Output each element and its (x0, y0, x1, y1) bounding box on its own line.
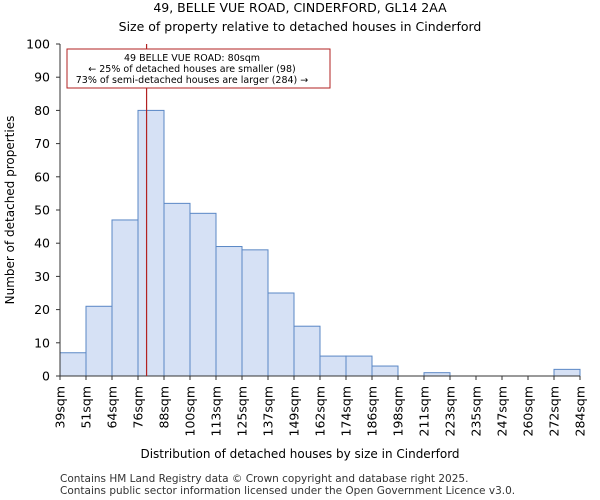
histogram-bar (293, 325, 321, 377)
y-tick-label: 70 (34, 136, 50, 151)
histogram-bar (319, 355, 347, 377)
x-tick-label: 137sqm (261, 386, 276, 436)
x-tick-label: 223sqm (443, 386, 458, 436)
histogram-bar (267, 292, 295, 377)
x-tick-label: 284sqm (573, 386, 588, 436)
histogram-bar (241, 249, 269, 377)
y-tick-label: 20 (34, 302, 50, 317)
y-tick-label: 30 (34, 269, 50, 284)
bars-group (59, 109, 581, 377)
x-tick-label: 100sqm (183, 386, 198, 436)
x-tick-label: 174sqm (339, 386, 354, 436)
y-axis-ticks: 0 10 20 30 40 50 60 70 80 90 100 (26, 37, 60, 384)
histogram-bar (111, 219, 139, 377)
x-tick-label: 162sqm (313, 386, 328, 436)
x-tick-label: 186sqm (365, 386, 380, 436)
annotation-line-3: 73% of semi-detached houses are larger (… (76, 75, 309, 86)
x-tick-label: 64sqm (105, 386, 120, 429)
x-tick-label: 125sqm (235, 386, 250, 436)
x-tick-label: 198sqm (391, 386, 406, 436)
x-axis-ticks: 39sqm 51sqm 64sqm 76sqm 88sqm 100sqm 113sqm 125… (53, 376, 588, 436)
x-tick-label: 113sqm (209, 386, 224, 436)
y-tick-label: 100 (26, 37, 50, 52)
x-tick-label: 211sqm (417, 386, 432, 436)
footer-line-1: Contains HM Land Registry data © Crown c… (60, 473, 469, 485)
y-tick-label: 80 (34, 103, 50, 118)
x-tick-label: 76sqm (131, 386, 146, 429)
y-tick-label: 50 (34, 203, 50, 218)
histogram-bar (137, 109, 165, 377)
y-tick-label: 10 (34, 335, 50, 350)
x-tick-label: 260sqm (521, 386, 536, 436)
annotation-rect (66, 48, 331, 89)
y-tick-label: 60 (34, 169, 50, 184)
annotation-line-2: ← 25% of detached houses are smaller (98… (88, 64, 295, 75)
footer-line-2: Contains public sector information licen… (60, 485, 516, 497)
x-tick-label: 51sqm (79, 386, 94, 429)
y-tick-label: 0 (42, 369, 50, 384)
annotation-box: 49 BELLE VUE ROAD: 80sqm ← 25% of detach… (66, 48, 331, 89)
histogram-bar (85, 305, 113, 377)
y-axis-label: Number of detached properties (3, 116, 17, 305)
x-tick-label: 235sqm (469, 386, 484, 436)
x-tick-label: 88sqm (157, 386, 172, 429)
x-axis-label: Distribution of detached houses by size … (140, 447, 459, 461)
histogram-bar (215, 246, 243, 377)
chart-title: 49, BELLE VUE ROAD, CINDERFORD, GL14 2AA (153, 0, 447, 15)
y-tick-label: 90 (34, 70, 50, 85)
histogram-bar (371, 365, 399, 377)
histogram-bar (189, 212, 217, 377)
histogram-bar (59, 352, 87, 377)
histogram-chart: 49, BELLE VUE ROAD, CINDERFORD, GL14 2AA… (3, 0, 588, 461)
x-tick-label: 272sqm (547, 386, 562, 436)
histogram-bar (345, 355, 373, 377)
chart-subtitle: Size of property relative to detached ho… (119, 19, 482, 34)
histogram-bar (553, 368, 581, 377)
x-tick-label: 149sqm (287, 386, 302, 436)
y-tick-label: 40 (34, 236, 50, 251)
annotation-line-1: 49 BELLE VUE ROAD: 80sqm (124, 53, 260, 64)
x-tick-label: 247sqm (495, 386, 510, 436)
histogram-bar (163, 202, 191, 377)
x-tick-label: 39sqm (53, 386, 68, 429)
